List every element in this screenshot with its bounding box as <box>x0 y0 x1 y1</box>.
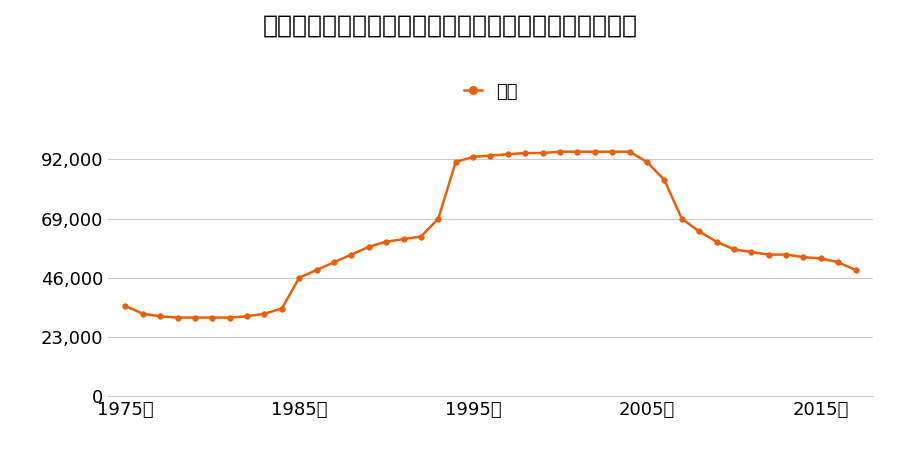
価格 <box>293 275 304 280</box>
価格 <box>416 234 427 239</box>
価格 <box>728 247 739 252</box>
価格 <box>138 311 148 316</box>
価格 <box>381 239 392 244</box>
価格 <box>242 314 253 319</box>
価格 <box>328 260 339 265</box>
価格 <box>798 254 809 260</box>
価格 <box>311 267 322 273</box>
価格 <box>276 306 287 311</box>
価格 <box>694 229 705 234</box>
価格 <box>450 159 461 165</box>
価格 <box>485 153 496 158</box>
価格 <box>554 149 565 154</box>
価格 <box>207 315 218 320</box>
価格 <box>746 249 757 255</box>
価格 <box>607 149 617 154</box>
価格 <box>502 152 513 157</box>
価格 <box>590 149 600 154</box>
価格 <box>676 216 687 221</box>
価格 <box>520 150 531 156</box>
価格 <box>398 236 409 242</box>
価格 <box>659 177 670 183</box>
価格 <box>832 260 843 265</box>
価格 <box>815 256 826 261</box>
価格 <box>763 252 774 257</box>
価格 <box>364 244 374 250</box>
価格 <box>259 311 270 316</box>
価格 <box>120 303 130 309</box>
価格 <box>224 315 235 320</box>
価格 <box>155 314 166 319</box>
価格 <box>780 252 791 257</box>
価格 <box>711 239 722 244</box>
価格 <box>468 154 479 160</box>
Text: 兵庫県姫路市飾西字藪ノ内３３２番ほか１筆の地価推移: 兵庫県姫路市飾西字藪ノ内３３２番ほか１筆の地価推移 <box>263 14 637 37</box>
価格 <box>172 315 183 320</box>
Legend: 価格: 価格 <box>456 76 525 108</box>
Line: 価格: 価格 <box>122 149 859 320</box>
価格 <box>537 150 548 156</box>
価格 <box>346 252 356 257</box>
価格 <box>433 216 444 221</box>
価格 <box>190 315 201 320</box>
価格 <box>572 149 583 154</box>
価格 <box>625 149 635 154</box>
価格 <box>850 267 861 273</box>
価格 <box>642 159 652 165</box>
